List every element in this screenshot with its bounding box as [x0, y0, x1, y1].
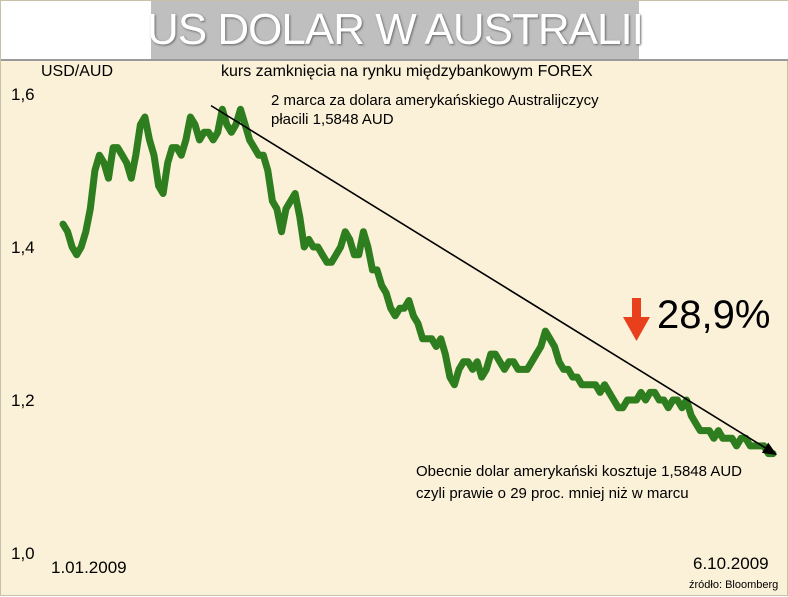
annotation-march-line1: 2 marca za dolara amerykańskiego Austral… [271, 92, 599, 109]
chart-subtitle: kurs zamknięcia na rynku międzybankowym … [221, 63, 593, 80]
change-percent-label: 28,9% [657, 293, 771, 337]
y-tick-label: 1,6 [11, 85, 35, 104]
title-bar-left-fade [1, 1, 151, 59]
annotation-current-line1: Obecnie dolar amerykański kosztuje 1,584… [416, 463, 743, 480]
annotation-march-line2: płacili 1,5848 AUD [271, 111, 394, 128]
title-bar [1, 1, 788, 61]
trend-arrow-line [210, 104, 768, 450]
x-axis-end-label: 6.10.2009 [693, 554, 769, 573]
y-tick-label: 1,0 [11, 544, 35, 563]
source-label: źródło: Bloomberg [689, 579, 779, 591]
annotation-march: 2 marca za dolara amerykańskiego Austral… [271, 91, 599, 129]
y-axis-label: USD/AUD [41, 63, 114, 80]
x-axis-start-label: 1.01.2009 [51, 558, 127, 577]
series-line-usd-aud [59, 105, 777, 458]
chart-title: US DOLAR W AUSTRALII [147, 5, 644, 54]
down-arrow-icon [623, 298, 650, 341]
trend-arrow-head [761, 442, 777, 456]
y-tick-label: 1,4 [11, 238, 35, 257]
annotation-current: Obecnie dolar amerykański kosztuje 1,584… [416, 461, 742, 505]
annotation-current-line2: czyli prawie o 29 proc. mniej niż w marc… [416, 485, 689, 502]
y-tick-label: 1,2 [11, 391, 35, 410]
title-bar-right-fade [639, 1, 788, 59]
y-axis-ticks: 1,0 1,2 1,4 1,6 [11, 85, 35, 563]
